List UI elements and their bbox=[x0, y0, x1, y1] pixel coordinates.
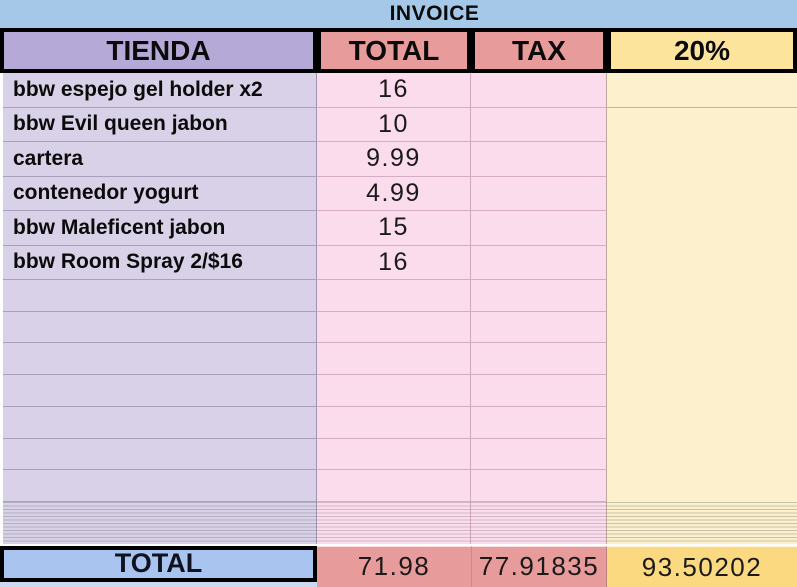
header-cell-20pct[interactable]: 20% bbox=[607, 28, 797, 73]
empty-cell-total[interactable] bbox=[317, 375, 471, 407]
empty-cell-tax[interactable] bbox=[471, 73, 607, 108]
column-total: TOTAL 16 10 9.99 4.99 15 16 71.98 bbox=[317, 28, 471, 587]
sheet-title-bar[interactable]: INVOICE bbox=[0, 0, 797, 28]
column-tienda: TIENDA bbw espejo gel holder x2 bbw Evil… bbox=[0, 28, 317, 587]
item-name-cell[interactable]: contenedor yogurt bbox=[3, 176, 317, 211]
item-total-cell[interactable]: 16 bbox=[317, 73, 471, 108]
merged-cell-20pct[interactable] bbox=[607, 107, 797, 502]
empty-cell-tienda[interactable] bbox=[3, 343, 317, 376]
empty-cell-tienda[interactable] bbox=[3, 311, 317, 344]
item-total-cell[interactable]: 10 bbox=[317, 107, 471, 142]
empty-cell-tax[interactable] bbox=[471, 142, 607, 177]
item-name-cell[interactable]: cartera bbox=[3, 142, 317, 177]
compressed-rows-20pct[interactable] bbox=[607, 502, 797, 544]
empty-cell-tienda[interactable] bbox=[3, 280, 317, 312]
header-cell-total[interactable]: TOTAL bbox=[317, 28, 471, 73]
empty-cell-20pct[interactable] bbox=[607, 73, 797, 108]
column-tax: TAX 77.91835 bbox=[471, 28, 607, 587]
column-20pct: 20% 93.50202 bbox=[607, 28, 797, 587]
empty-cell-total[interactable] bbox=[317, 438, 471, 471]
empty-cell-tax[interactable] bbox=[471, 280, 607, 312]
item-total-cell[interactable]: 16 bbox=[317, 245, 471, 280]
empty-cell-tax[interactable] bbox=[471, 470, 607, 502]
empty-cell-tax[interactable] bbox=[471, 245, 607, 280]
summary-tax-cell[interactable]: 77.91835 bbox=[471, 545, 607, 587]
empty-cell-tax[interactable] bbox=[471, 343, 607, 376]
item-name-cell[interactable]: bbw Maleficent jabon bbox=[3, 211, 317, 246]
summary-20pct-cell[interactable]: 93.50202 bbox=[607, 546, 797, 587]
item-total-cell[interactable]: 9.99 bbox=[317, 142, 471, 177]
summary-total-cell[interactable]: 71.98 bbox=[317, 545, 471, 587]
item-name-cell[interactable]: bbw Evil queen jabon bbox=[3, 107, 317, 142]
empty-cell-total[interactable] bbox=[317, 406, 471, 439]
item-total-cell[interactable]: 4.99 bbox=[317, 176, 471, 211]
empty-cell-tienda[interactable] bbox=[3, 406, 317, 439]
header-cell-tax[interactable]: TAX bbox=[471, 28, 607, 73]
empty-cell-total[interactable] bbox=[317, 343, 471, 376]
compressed-rows-total[interactable] bbox=[317, 501, 471, 544]
summary-label-wrap: TOTAL bbox=[0, 545, 317, 587]
item-name-cell[interactable]: bbw espejo gel holder x2 bbox=[3, 73, 317, 108]
empty-cell-tax[interactable] bbox=[471, 406, 607, 439]
item-name-cell[interactable]: bbw Room Spray 2/$16 bbox=[3, 245, 317, 280]
compressed-rows-tienda[interactable] bbox=[3, 501, 317, 544]
empty-cell-total[interactable] bbox=[317, 311, 471, 344]
empty-cell-tax[interactable] bbox=[471, 375, 607, 407]
header-cell-tienda[interactable]: TIENDA bbox=[0, 28, 317, 73]
item-total-cell[interactable]: 15 bbox=[317, 211, 471, 246]
empty-cell-tax[interactable] bbox=[471, 107, 607, 142]
empty-cell-total[interactable] bbox=[317, 470, 471, 502]
empty-cell-tax[interactable] bbox=[471, 211, 607, 246]
empty-cell-tax[interactable] bbox=[471, 438, 607, 471]
empty-cell-tax[interactable] bbox=[471, 311, 607, 344]
empty-cell-tienda[interactable] bbox=[3, 375, 317, 407]
empty-cell-total[interactable] bbox=[317, 280, 471, 312]
compressed-rows-tax[interactable] bbox=[471, 501, 607, 544]
empty-cell-tienda[interactable] bbox=[3, 470, 317, 502]
invoice-table: TIENDA bbw espejo gel holder x2 bbw Evil… bbox=[0, 28, 797, 587]
empty-cell-tax[interactable] bbox=[471, 176, 607, 211]
summary-label-cell[interactable]: TOTAL bbox=[0, 545, 317, 582]
empty-cell-tienda[interactable] bbox=[3, 438, 317, 471]
sheet-title: INVOICE bbox=[389, 2, 480, 25]
